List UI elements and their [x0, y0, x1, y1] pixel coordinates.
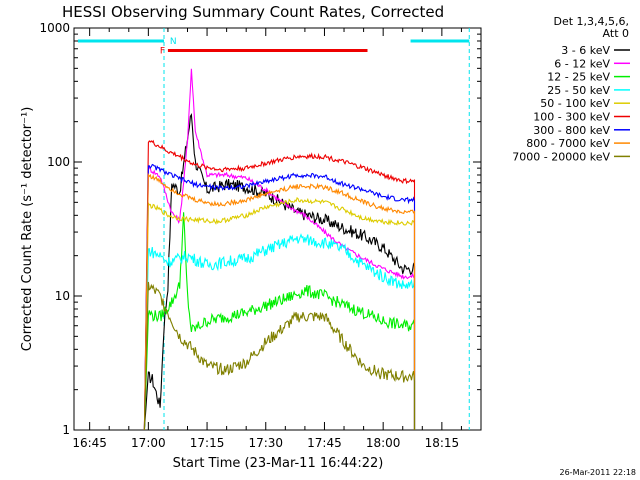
x-tick-label: 16:45 [72, 436, 107, 450]
chart-title: HESSI Observing Summary Count Rates, Cor… [62, 3, 444, 21]
series-line [143, 139, 416, 431]
y-tick-label: 100 [47, 155, 70, 169]
x-tick-label: 17:45 [307, 436, 342, 450]
x-tick-label: 17:30 [248, 436, 283, 450]
y-tick-label: 1000 [39, 21, 70, 35]
series-line [143, 196, 416, 431]
x-tick-label: 18:15 [425, 436, 460, 450]
timestamp: 26-Mar-2011 22:18 [560, 468, 637, 477]
flag-label: N [170, 37, 177, 47]
flag-layer: FN [77, 28, 470, 430]
series-line [143, 163, 416, 431]
plot-frame [73, 27, 482, 431]
legend-header-2: Att 0 [603, 27, 629, 40]
legend-header-1: Det 1,3,4,5,6, [553, 15, 629, 28]
legend-entry-label: 50 - 100 keV [540, 97, 610, 110]
legend-entry-label: 6 - 12 keV [554, 57, 610, 70]
x-tick-label: 18:00 [366, 436, 401, 450]
legend-entry-label: 12 - 25 keV [547, 71, 610, 84]
x-axis-label: Start Time (23-Mar-11 16:44:22) [173, 456, 384, 471]
flag-bar-label: F [160, 46, 165, 56]
legend-entry-label: 3 - 6 keV [561, 44, 610, 57]
series-line [143, 212, 416, 431]
axis-layer: 16:45 17:00 17:15 17:30 17:45 18:00 18:15 1 10 10… [39, 21, 482, 450]
legend-entry-label: 100 - 300 keV [533, 111, 610, 124]
legend-entry-label: 7000 - 20000 keV [512, 150, 610, 163]
y-tick-label: 1 [62, 423, 70, 437]
y-axis-label: Corrected Count Rate (s⁻¹ detector⁻¹) [20, 107, 35, 352]
legend-entry-label: 25 - 50 keV [547, 84, 610, 97]
series-line [143, 172, 416, 431]
legend-entry-label: 300 - 800 keV [533, 124, 610, 137]
series-line [143, 68, 416, 431]
series-layer [143, 68, 416, 431]
series-line [143, 233, 416, 431]
legend-entry-label: 800 - 7000 keV [526, 137, 610, 150]
y-tick-label: 10 [55, 289, 70, 303]
x-tick-label: 17:15 [190, 436, 225, 450]
series-line [143, 281, 416, 431]
x-tick-label: 17:00 [131, 436, 166, 450]
